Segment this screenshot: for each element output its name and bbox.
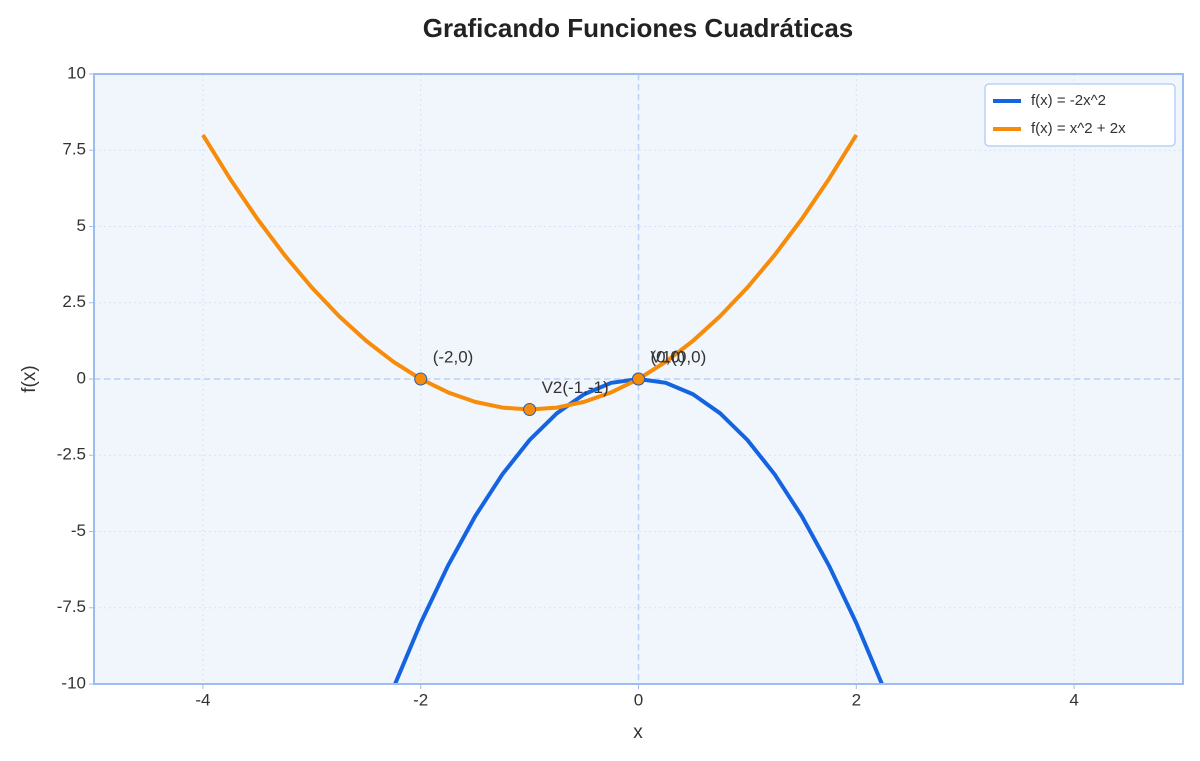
- x-tick-label: 0: [634, 690, 643, 709]
- y-tick-label: -5: [71, 521, 86, 540]
- annotation-label: V2(-1,-1): [542, 378, 609, 397]
- y-tick-label: -10: [61, 673, 86, 692]
- x-tick-label: -2: [413, 690, 428, 709]
- x-tick-label: -4: [195, 690, 210, 709]
- annotation-label: (-2,0): [433, 347, 474, 366]
- x-tick-label: 2: [852, 690, 861, 709]
- y-tick-label: 10: [67, 63, 86, 82]
- y-tick-label: -2.5: [57, 445, 86, 464]
- annotation-label: V1(0,0): [651, 347, 707, 366]
- annotation-point: [523, 403, 537, 416]
- annotation-label: (0,0): [651, 347, 686, 366]
- annotation-point: [414, 372, 428, 386]
- x-tick-label: 4: [1069, 690, 1078, 709]
- legend-label: f(x) = x^2 + 2x: [1031, 120, 1126, 137]
- x-axis-label: x: [633, 722, 643, 743]
- chart-title: Graficando Funciones Cuadráticas: [423, 13, 854, 43]
- y-axis-label: f(x): [19, 365, 40, 392]
- annotations: V1(0,0) V2(-1,-1) (-2,0) (0,0): [414, 347, 707, 416]
- y-tick-label: -7.5: [57, 597, 86, 616]
- legend-box: [984, 83, 1176, 147]
- legend: f(x) = -2x^2 f(x) = x^2 + 2x: [984, 83, 1176, 147]
- y-tick-label: 0: [77, 368, 86, 387]
- y-tick-label: 5: [77, 216, 86, 235]
- y-tick-label: 7.5: [62, 140, 86, 159]
- y-tick-label: 2.5: [62, 292, 86, 311]
- legend-label: f(x) = -2x^2: [1031, 92, 1106, 109]
- annotation-point: [632, 372, 645, 386]
